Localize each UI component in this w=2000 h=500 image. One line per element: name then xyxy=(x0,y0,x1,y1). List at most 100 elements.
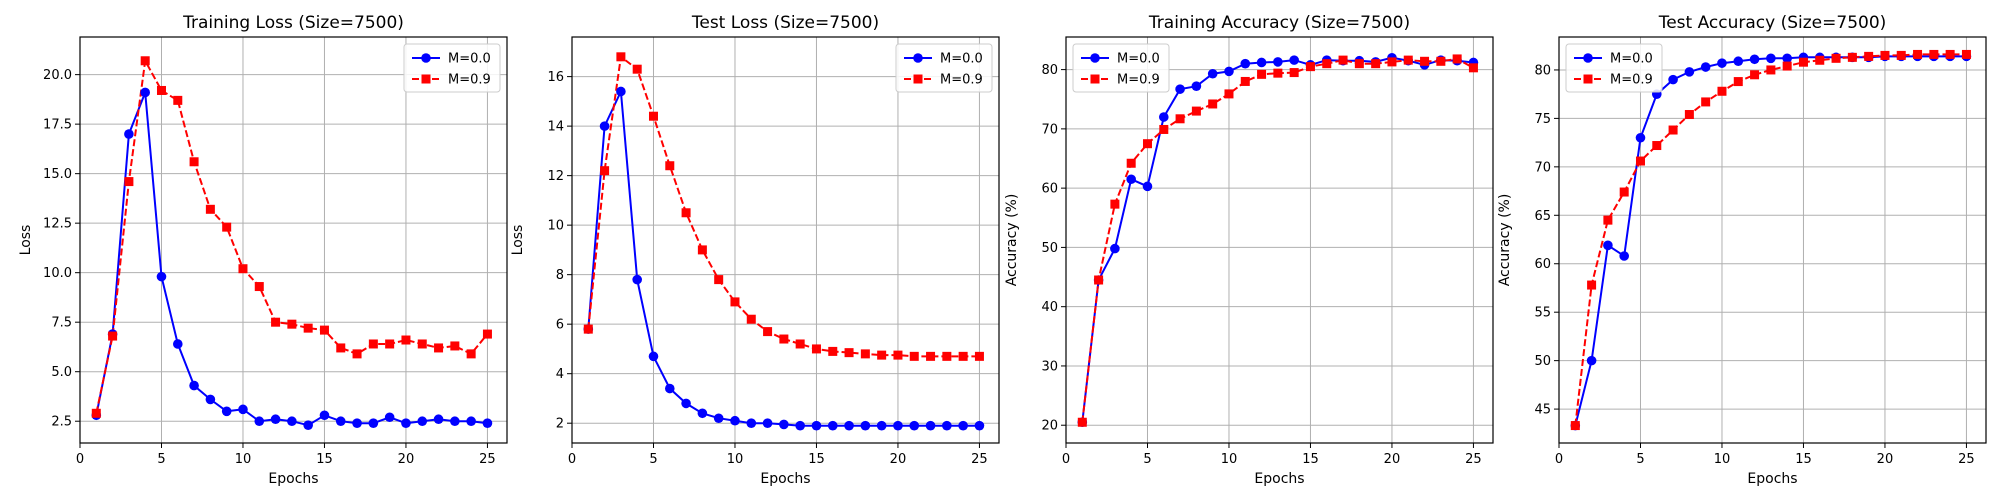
data-point-s0-8 xyxy=(1207,68,1218,79)
data-point-s1-7 xyxy=(205,204,215,214)
data-point-s0-6 xyxy=(1668,74,1678,85)
data-point-s1-8 xyxy=(1701,97,1711,107)
data-point-s0-2 xyxy=(616,86,626,97)
data-point-s0-17 xyxy=(368,418,379,428)
legend-marker-1 xyxy=(913,74,923,84)
data-point-s1-7 xyxy=(697,245,707,255)
data-point-s0-2 xyxy=(1603,240,1613,251)
y-tick-label-4: 10 xyxy=(547,219,564,234)
data-point-s0-10 xyxy=(1240,58,1251,69)
data-point-s1-4 xyxy=(1635,156,1645,166)
y-tick-label-3: 50 xyxy=(1041,241,1058,256)
data-point-s0-3 xyxy=(632,274,642,285)
data-point-s0-24 xyxy=(482,418,493,428)
data-point-s1-5 xyxy=(1159,124,1169,134)
chart-panel-3: 0 5 10 15 20 25 20 30 40 50 60 70 80 Training Accurac… xyxy=(1004,13,1494,487)
data-point-s1-23 xyxy=(1452,54,1462,64)
data-point-s1-23 xyxy=(466,349,476,359)
axes-frame xyxy=(79,36,508,444)
x-tick-label-5: 25 xyxy=(1958,452,1975,467)
data-point-s1-18 xyxy=(1371,59,1381,69)
data-point-s1-15 xyxy=(1322,59,1332,69)
data-point-s1-14 xyxy=(1798,57,1808,67)
axes-frame xyxy=(571,36,1000,444)
data-point-s1-6 xyxy=(189,157,199,167)
data-point-s1-19 xyxy=(893,350,903,360)
y-tick-label-2: 40 xyxy=(1041,300,1058,315)
data-point-s0-16 xyxy=(352,418,362,428)
data-point-s0-10 xyxy=(254,416,265,427)
y-tick-label-7: 16 xyxy=(547,70,564,85)
data-point-s0-2 xyxy=(1110,243,1120,254)
series-line-0 xyxy=(587,87,980,427)
data-point-s1-1 xyxy=(600,166,610,176)
data-point-s1-10 xyxy=(254,282,264,292)
data-point-s1-20 xyxy=(1896,50,1906,60)
data-point-s1-0 xyxy=(1077,417,1087,427)
data-point-s1-9 xyxy=(1717,86,1727,96)
data-point-s1-0 xyxy=(1570,421,1580,431)
data-point-s1-11 xyxy=(1750,70,1760,80)
data-point-s1-3 xyxy=(140,56,150,66)
data-point-s0-23 xyxy=(466,416,476,427)
data-point-s0-13 xyxy=(795,420,805,431)
data-point-s0-9 xyxy=(1717,58,1727,68)
data-point-s0-5 xyxy=(172,339,183,349)
data-point-s1-23 xyxy=(1945,49,1955,59)
data-point-s0-10 xyxy=(1733,56,1744,67)
data-point-s1-8 xyxy=(1208,99,1218,109)
y-tick-label-2: 55 xyxy=(1534,306,1551,321)
x-tick-label-1: 5 xyxy=(1636,452,1644,467)
data-point-s1-4 xyxy=(156,85,166,95)
data-point-s0-9 xyxy=(730,415,740,426)
data-point-s0-20 xyxy=(417,416,428,427)
x-tick-label-3: 15 xyxy=(1302,452,1319,467)
y-tick-label-6: 75 xyxy=(1534,112,1551,127)
data-point-s1-21 xyxy=(926,351,936,361)
x-tick-label-0: 0 xyxy=(1555,452,1563,467)
y-axis-label: Loss xyxy=(510,225,526,256)
data-point-s0-21 xyxy=(925,420,936,431)
x-tick-label-5: 25 xyxy=(479,452,496,467)
x-axis-label: Epochs xyxy=(760,471,810,487)
data-point-s1-22 xyxy=(450,341,460,351)
legend-marker-1 xyxy=(1090,74,1100,84)
data-point-s1-8 xyxy=(714,275,724,285)
series-line-0 xyxy=(1574,55,1967,426)
data-point-s1-15 xyxy=(828,346,838,356)
data-point-s1-11 xyxy=(763,327,773,337)
x-tick-label-4: 20 xyxy=(398,452,415,467)
data-point-s1-14 xyxy=(319,325,329,335)
data-point-s0-11 xyxy=(1256,57,1267,68)
chart-title: Test Accuracy (Size=7500) xyxy=(1658,13,1887,33)
data-point-s0-13 xyxy=(1289,55,1299,65)
data-point-s1-20 xyxy=(1403,55,1413,65)
data-point-s1-24 xyxy=(1468,63,1478,73)
data-point-s1-8 xyxy=(222,222,232,232)
data-point-s1-9 xyxy=(730,297,740,307)
y-tick-label-0: 20 xyxy=(1041,419,1058,434)
legend-label-1: M=0.9 xyxy=(1610,73,1653,88)
data-point-s1-22 xyxy=(1929,49,1939,59)
data-point-s1-13 xyxy=(303,323,313,333)
legend-label-0: M=0.0 xyxy=(1117,52,1160,67)
data-point-s0-13 xyxy=(303,420,313,430)
data-point-s1-12 xyxy=(1766,65,1776,75)
x-tick-label-5: 25 xyxy=(971,452,988,467)
data-point-s0-14 xyxy=(811,420,822,431)
data-point-s0-1 xyxy=(599,121,610,131)
data-point-s1-10 xyxy=(746,314,756,324)
legend-label-1: M=0.9 xyxy=(1117,73,1160,88)
data-point-s1-23 xyxy=(958,351,968,361)
x-tick-label-4: 20 xyxy=(1877,452,1894,467)
data-point-s1-13 xyxy=(795,339,805,349)
y-tick-label-2: 6 xyxy=(556,318,564,333)
data-point-s0-6 xyxy=(1175,84,1185,94)
data-point-s1-17 xyxy=(368,339,378,349)
data-point-s1-1 xyxy=(1587,280,1597,290)
data-point-s1-2 xyxy=(1110,199,1120,209)
data-point-s1-2 xyxy=(1603,215,1613,225)
data-point-s1-1 xyxy=(108,331,118,341)
x-axis-label: Epochs xyxy=(268,471,318,487)
